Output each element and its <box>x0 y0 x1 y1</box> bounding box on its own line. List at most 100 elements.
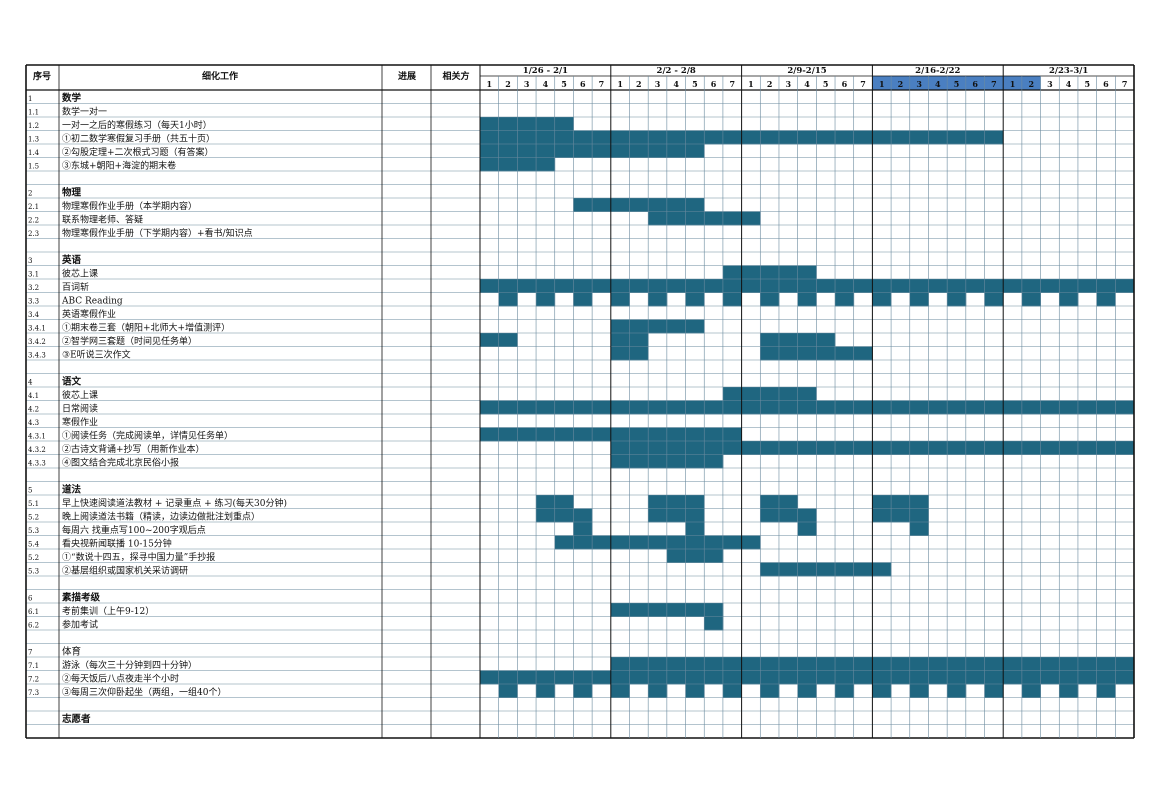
task-label: ②每天饭后八点夜走半个小时 <box>62 673 179 685</box>
gantt-fill-cell <box>891 400 911 415</box>
day-number: 2 <box>1028 79 1034 89</box>
gantt-fill-cell <box>610 130 630 145</box>
gantt-fill-cell <box>648 198 668 212</box>
gantt-fill-cell <box>610 198 630 212</box>
gantt-fill-cell <box>629 279 649 293</box>
gantt-fill-cell <box>573 198 593 212</box>
gantt-fill-cell <box>760 387 780 401</box>
day-number: 6 <box>1103 79 1109 89</box>
header-related: 相关方 <box>442 70 469 82</box>
row-id: 5.4 <box>28 541 40 549</box>
gantt-fill-cell <box>891 441 911 455</box>
highlight-day-cell <box>984 76 1004 90</box>
gantt-fill-cell <box>984 441 1004 455</box>
gantt-fill-cell <box>648 144 668 158</box>
gantt-fill-cell <box>853 441 873 455</box>
gantt-fill-cell <box>666 549 686 563</box>
gantt-fill-cell <box>685 657 705 671</box>
day-number: 2 <box>636 79 642 89</box>
gantt-fill-cell <box>592 130 612 145</box>
gantt-fill-cell <box>610 144 630 158</box>
gantt-fill-cell <box>666 454 686 469</box>
gantt-fill-cell <box>536 130 556 145</box>
gantt-fill-cell <box>760 684 780 698</box>
row-id: 2.1 <box>28 203 39 211</box>
gantt-fill-cell <box>965 670 985 685</box>
gantt-fill-cell <box>554 670 574 685</box>
gantt-fill-cell <box>928 670 948 685</box>
day-number: 2 <box>898 79 904 89</box>
gantt-fill-cell <box>666 319 686 334</box>
row-id: 2.3 <box>28 230 39 238</box>
gantt-fill-cell <box>1021 684 1041 698</box>
gantt-fill-cell <box>498 157 518 172</box>
gantt-fill-cell <box>928 657 948 671</box>
gantt-fill-cell <box>909 684 929 698</box>
gantt-fill-cell <box>480 427 500 442</box>
task-label: 彼芯上课 <box>62 268 98 280</box>
gantt-fill-cell <box>1040 657 1060 671</box>
gantt-fill-cell <box>648 684 668 698</box>
gantt-fill-cell <box>704 549 724 563</box>
gantt-fill-cell <box>573 684 593 698</box>
gantt-fill-cell <box>648 535 668 550</box>
row-id: 5 <box>28 487 32 495</box>
gantt-fill-cell <box>498 117 518 131</box>
gantt-fill-cell <box>629 603 649 617</box>
gantt-fill-cell <box>573 427 593 442</box>
highlight-day-cell <box>928 76 948 90</box>
gantt-fill-cell <box>1040 670 1060 685</box>
task-label: 日常阅读 <box>62 403 98 415</box>
week-label: 2/16-2/22 <box>915 66 960 76</box>
gantt-fill-cell <box>722 387 742 401</box>
gantt-fill-cell <box>666 427 686 442</box>
gantt-fill-cell <box>760 333 780 347</box>
gantt-fill-cell <box>648 279 668 293</box>
day-number: 6 <box>842 79 848 89</box>
gantt-fill-cell <box>629 346 649 361</box>
gantt-fill-cell <box>722 211 742 226</box>
gantt-fill-cell <box>891 130 911 145</box>
gantt-fill-cell <box>498 292 518 307</box>
gantt-fill-cell <box>685 508 705 523</box>
gantt-fill-cell <box>592 279 612 293</box>
day-number: 1 <box>748 79 754 89</box>
task-label: 早上快速阅读道法教材 + 记录重点 + 练习(每天30分钟) <box>62 497 287 509</box>
gantt-fill-cell <box>666 535 686 550</box>
gantt-fill-cell <box>704 211 724 226</box>
gantt-fill-cell <box>984 279 1004 293</box>
gantt-fill-cell <box>554 117 574 131</box>
gantt-fill-cell <box>610 441 630 455</box>
day-number: 2 <box>505 79 511 89</box>
task-label: ②勾股定理+二次根式习题（有答案） <box>62 146 214 158</box>
section-title: 数学 <box>61 92 82 104</box>
gantt-fill-cell <box>965 657 985 671</box>
gantt-fill-cell <box>704 400 724 415</box>
gantt-fill-cell <box>1003 441 1023 455</box>
gantt-fill-cell <box>592 427 612 442</box>
row-id: 2 <box>28 190 32 198</box>
gantt-fill-cell <box>610 670 630 685</box>
gantt-fill-cell <box>685 454 705 469</box>
highlight-day-cell <box>909 76 929 90</box>
gantt-fill-cell <box>1096 657 1116 671</box>
gantt-fill-cell <box>909 292 929 307</box>
gantt-fill-cell <box>778 508 799 523</box>
gantt-fill-cell <box>573 508 593 523</box>
day-number: 2 <box>767 79 773 89</box>
gantt-fill-cell <box>797 292 817 307</box>
gantt-fill-cell <box>816 400 836 415</box>
gantt-fill-cell <box>685 400 705 415</box>
row-id: 7.3 <box>28 689 39 697</box>
gantt-fill-cell <box>704 130 724 145</box>
row-id: 3.1 <box>28 271 39 279</box>
gantt-fill-cell <box>760 441 780 455</box>
gantt-fill-cell <box>1021 657 1041 671</box>
task-label: 参加考试 <box>62 619 98 631</box>
gantt-fill-cell <box>648 211 668 226</box>
gantt-fill-cell <box>517 670 537 685</box>
gantt-fill-cell <box>760 657 780 671</box>
gantt-fill-cell <box>498 427 518 442</box>
gantt-fill-cell <box>722 279 742 293</box>
gantt-fill-cell <box>1115 279 1135 293</box>
